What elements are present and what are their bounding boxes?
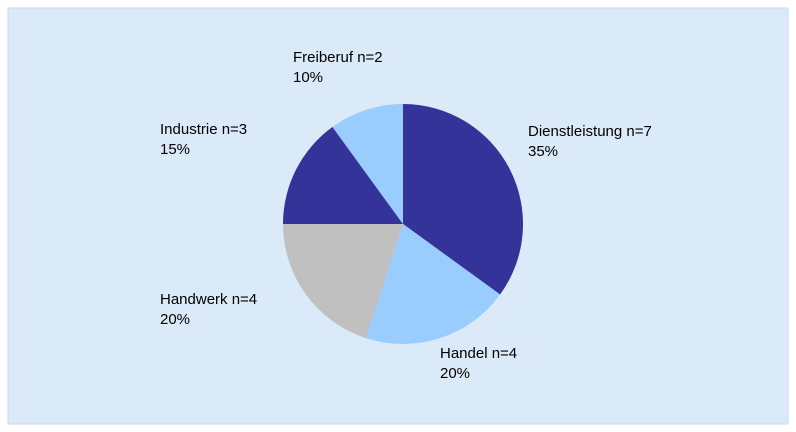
pie-slice: [332, 104, 403, 224]
slice-value-label: 10%: [293, 69, 323, 86]
pie-slice: [283, 126, 403, 224]
pie-slice: [403, 104, 523, 295]
slice-label: Dienstleistung n=7: [528, 123, 652, 140]
slice-label: Industrie n=3: [160, 121, 247, 138]
slice-label: Handwerk n=4: [160, 291, 257, 308]
pie-slice: [283, 224, 403, 339]
slice-value-label: 20%: [440, 365, 470, 382]
slice-value-label: 20%: [160, 311, 190, 328]
slice-label: Handel n=4: [440, 345, 517, 362]
slice-value-label: 35%: [528, 143, 558, 160]
slice-value-label: 15%: [160, 141, 190, 158]
slice-label: Freiberuf n=2: [293, 49, 383, 66]
pie-slice: [365, 224, 501, 344]
